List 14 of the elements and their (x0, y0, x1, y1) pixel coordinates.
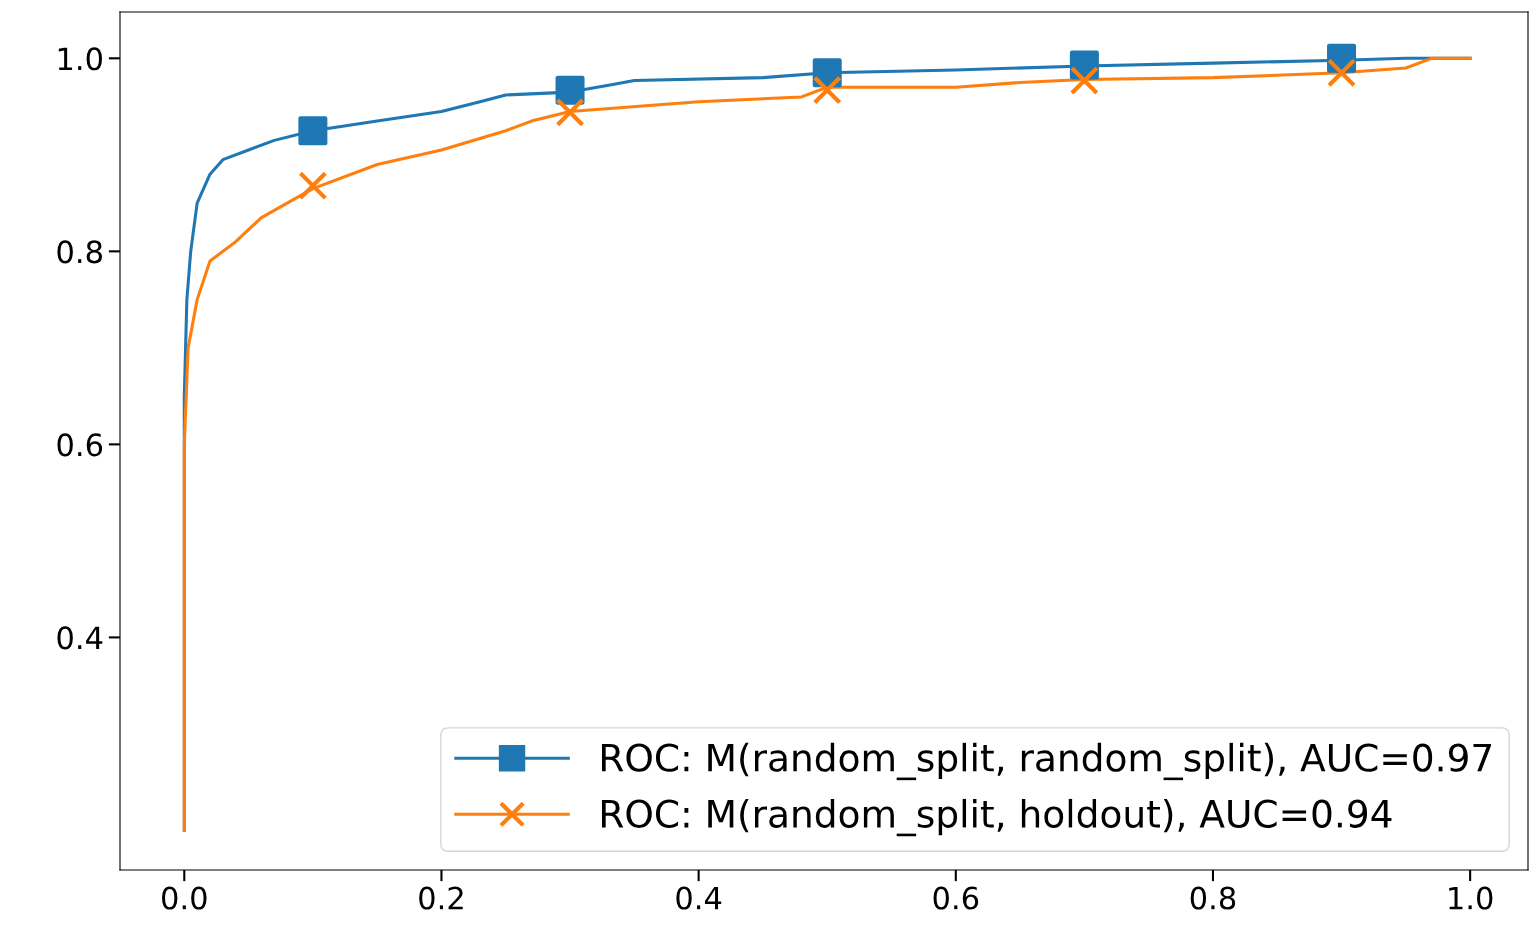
y-tick-label: 0.4 (57, 626, 103, 650)
y-tick-label: 1.0 (58, 47, 102, 71)
x-tick-label: 0.8 (1190, 886, 1236, 910)
y-tick-label: 0.8 (57, 240, 102, 264)
legend-label: ROC: M(random_split, holdout), AUC=0.94 (601, 798, 1392, 837)
x-tick-label: 0.2 (419, 886, 463, 910)
point (555, 75, 585, 105)
x-tick-label: 0.4 (676, 886, 722, 910)
x-tick-label: 1.0 (1449, 886, 1493, 910)
y-tick-label: 0.6 (57, 433, 103, 457)
point (298, 116, 328, 146)
legend-label: ROC: M(random_split, random_split), AUC=0.97 (601, 742, 1492, 781)
x-tick-label: 0.0 (162, 886, 207, 910)
x-tick-label: 0.6 (933, 886, 979, 910)
